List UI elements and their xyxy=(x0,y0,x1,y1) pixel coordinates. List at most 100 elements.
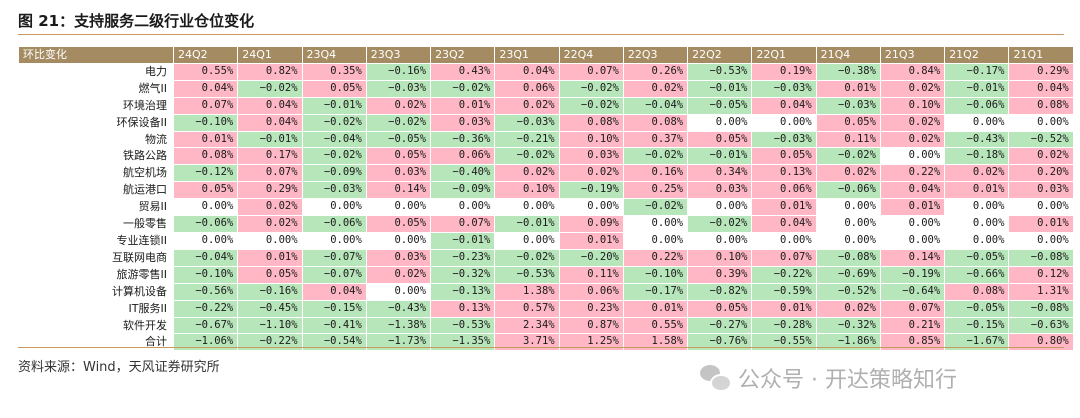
value-cell: −0.10% xyxy=(172,113,239,132)
value-cell: 0.08% xyxy=(622,113,689,132)
value-cell: 0.22% xyxy=(622,248,689,267)
value-cell: 0.00% xyxy=(622,231,689,250)
value-cell: 0.00% xyxy=(430,198,496,217)
table-row: 环境治理 0.07% 0.04% −0.01% 0.02% 0.01% 0.02% −0.02… xyxy=(18,96,1074,115)
value-cell: −0.12% xyxy=(172,164,239,183)
value-cell: −0.03% xyxy=(494,113,560,132)
column-header: 23Q1 xyxy=(494,46,560,64)
value-cell: 0.12% xyxy=(1008,265,1074,284)
value-cell: −0.03% xyxy=(365,79,432,98)
figure-title: 图 21：支持服务二级行业仓位变化 xyxy=(18,12,255,30)
value-cell: −0.02% xyxy=(687,215,753,233)
value-cell: 0.11% xyxy=(558,265,624,284)
row-label: 铁路公路 xyxy=(18,147,174,166)
value-cell: −0.04% xyxy=(172,248,239,267)
value-cell: −0.02% xyxy=(815,147,881,166)
value-cell: −0.03% xyxy=(815,96,881,115)
value-cell: 0.00% xyxy=(301,198,367,217)
value-cell: −0.03% xyxy=(301,181,367,200)
table-row: 燃气II 0.04% −0.02% 0.05% −0.03% −0.02% 0.06% −0.… xyxy=(18,79,1074,98)
value-cell: 0.35% xyxy=(301,62,367,81)
row-label: 贸易II xyxy=(18,198,174,217)
value-cell: 0.25% xyxy=(622,181,689,200)
value-cell: 0.02% xyxy=(237,198,303,217)
value-cell: −0.01% xyxy=(687,147,753,166)
value-cell: 0.87% xyxy=(558,316,624,335)
value-cell: 0.04% xyxy=(237,113,303,132)
value-cell: −0.02% xyxy=(430,79,496,98)
value-cell: −0.16% xyxy=(237,282,303,301)
value-cell: 0.04% xyxy=(237,96,303,115)
row-label: 环境治理 xyxy=(18,96,174,115)
value-cell: −0.04% xyxy=(622,96,689,115)
value-cell: 0.07% xyxy=(879,299,946,318)
value-cell: −0.09% xyxy=(430,181,496,200)
value-cell: −0.04% xyxy=(301,130,367,149)
table-row: 铁路公路 0.08% 0.17% −0.02% 0.05% 0.06% −0.02% 0.03… xyxy=(18,147,1074,166)
table-row: 物流 0.01% −0.01% −0.04% −0.05% −0.36% −0.21% 0.1… xyxy=(18,130,1074,149)
value-cell: 0.06% xyxy=(430,147,496,166)
value-cell: 0.10% xyxy=(687,248,753,267)
value-cell: 0.01% xyxy=(944,181,1010,200)
row-label: 一般零售 xyxy=(18,215,174,233)
value-cell: 0.05% xyxy=(751,147,817,166)
value-cell: 0.03% xyxy=(430,113,496,132)
column-header: 23Q3 xyxy=(365,46,432,64)
value-cell: −0.41% xyxy=(301,316,367,335)
value-cell: 0.03% xyxy=(558,147,624,166)
value-cell: 0.02% xyxy=(494,96,560,115)
value-cell: −1.06% xyxy=(172,333,239,352)
value-cell: −0.63% xyxy=(1008,316,1074,335)
row-label: 环保设备II xyxy=(18,113,174,132)
value-cell: −0.15% xyxy=(944,316,1010,335)
value-cell: 0.85% xyxy=(879,333,946,352)
source-note: 资料来源：Wind，天风证券研究所 xyxy=(18,360,220,375)
value-cell: −0.53% xyxy=(430,316,496,335)
value-cell: 0.11% xyxy=(815,130,881,149)
watermark-text: 公众号 · 开达策略知行 xyxy=(738,368,957,393)
value-cell: −0.19% xyxy=(879,265,946,284)
value-cell: −0.43% xyxy=(365,299,432,318)
value-cell: 0.02% xyxy=(1008,147,1074,166)
value-cell: 0.01% xyxy=(751,299,817,318)
value-cell: 0.01% xyxy=(172,130,239,149)
value-cell: 0.20% xyxy=(1008,164,1074,183)
value-cell: 0.02% xyxy=(815,299,881,318)
value-cell: −0.01% xyxy=(687,79,753,98)
value-cell: 0.07% xyxy=(172,96,239,115)
value-cell: −0.76% xyxy=(687,333,753,352)
value-cell: −0.66% xyxy=(944,265,1010,284)
value-cell: −0.05% xyxy=(944,248,1010,267)
value-cell: 0.00% xyxy=(494,198,560,217)
value-cell: −0.38% xyxy=(815,62,881,81)
value-cell: 0.03% xyxy=(365,164,432,183)
value-cell: −0.09% xyxy=(301,164,367,183)
value-cell: −0.64% xyxy=(879,282,946,301)
value-cell: 0.00% xyxy=(751,231,817,250)
value-cell: −0.06% xyxy=(815,181,881,200)
value-cell: 0.82% xyxy=(237,62,303,81)
value-cell: 0.02% xyxy=(622,79,689,98)
value-cell: −0.02% xyxy=(494,248,560,267)
value-cell: −0.02% xyxy=(365,113,432,132)
value-cell: 0.07% xyxy=(558,62,624,81)
value-cell: 0.05% xyxy=(237,265,303,284)
value-cell: 0.10% xyxy=(494,181,560,200)
value-cell: −0.27% xyxy=(687,316,753,335)
value-cell: −1.86% xyxy=(815,333,881,352)
value-cell: 0.00% xyxy=(687,198,753,217)
value-cell: −0.32% xyxy=(430,265,496,284)
value-cell: 0.02% xyxy=(879,130,946,149)
row-label: 软件开发 xyxy=(18,316,174,335)
value-cell: −0.55% xyxy=(751,333,817,352)
value-cell: −0.02% xyxy=(622,198,689,217)
value-cell: −1.10% xyxy=(237,316,303,335)
value-cell: −0.67% xyxy=(172,316,239,335)
value-cell: 0.84% xyxy=(879,62,946,81)
column-header: 21Q3 xyxy=(879,46,946,64)
value-cell: 0.03% xyxy=(1008,181,1074,200)
value-cell: −0.02% xyxy=(558,79,624,98)
value-cell: 2.34% xyxy=(494,316,560,335)
value-cell: 0.09% xyxy=(558,215,624,233)
value-cell: 0.16% xyxy=(622,164,689,183)
